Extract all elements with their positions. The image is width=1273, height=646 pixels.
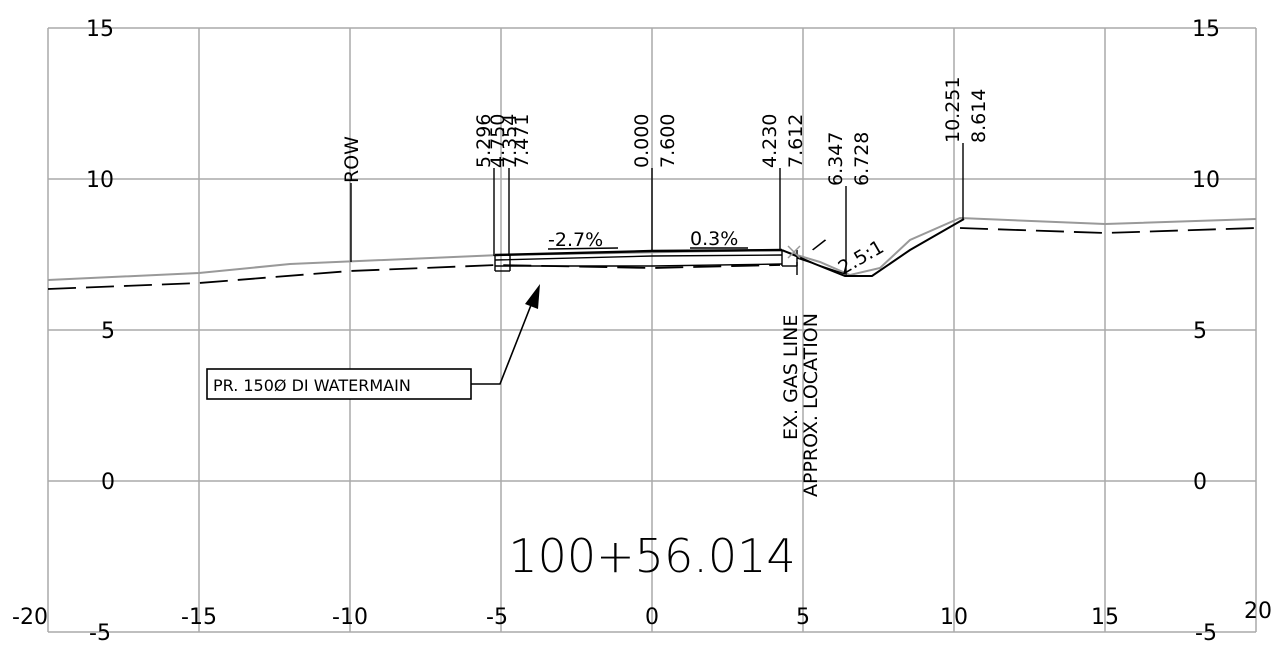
grid [47, 27, 1257, 633]
arrowhead-icon [525, 284, 540, 309]
callout-elev: 7.612 [785, 114, 807, 168]
x-tick-label: 0 [645, 605, 659, 630]
callout-elev: 7.471 [511, 114, 533, 168]
callout-offset: 10.251 [942, 77, 964, 143]
station-label: 100+56.014 [508, 529, 795, 583]
watermain-callout: PR. 150Ø DI WATERMAIN [206, 284, 540, 400]
y-tick-label: -5 [89, 621, 111, 646]
callout-elev: 6.728 [851, 132, 873, 186]
row-marker: ROW [341, 136, 363, 262]
callout-4230: 4.230 7.612 [759, 114, 807, 250]
callout-offset: 6.347 [825, 132, 847, 186]
callout-6347: 6.347 6.728 [825, 132, 873, 275]
callout-4750: 4.750 7.354 7.471 [487, 114, 533, 256]
x-tick-label: -20 [12, 605, 48, 630]
subgrade-dashed-line-right [959, 227, 1257, 234]
x-tick-label: 10 [940, 605, 968, 630]
x-axis-labels: -20 -15 -10 -5 0 5 10 15 20 [12, 599, 1272, 630]
grade-labels: -2.7% 0.3% [547, 228, 748, 251]
y-tick-label: -5 [1195, 621, 1217, 646]
gas-line-location-label: APPROX. LOCATION [800, 313, 822, 497]
ditch-profile-shoulder [796, 257, 846, 275]
callout-offset: 5.296 [473, 114, 495, 168]
x-tick-label: -5 [486, 605, 508, 630]
y-tick-label: 15 [1192, 17, 1220, 42]
y-axis-labels-right: 15 10 5 0 -5 [1192, 17, 1220, 646]
gas-line-marker-icon [787, 245, 801, 259]
callout-elev: 8.614 [968, 89, 990, 143]
callout-offset: 4.230 [759, 114, 781, 168]
subgrade-dashed-line [47, 264, 781, 290]
slope-tick: / [810, 234, 828, 256]
x-tick-label: -10 [332, 605, 368, 630]
y-tick-label: 15 [86, 17, 114, 42]
callout-elev: 7.354 [499, 114, 521, 168]
y-tick-label: 10 [86, 168, 114, 193]
callout-10251: 10.251 8.614 [942, 77, 990, 219]
callout-0000: 0.000 7.600 [631, 114, 679, 251]
y-tick-label: 0 [1193, 470, 1207, 495]
existing-ground-line [47, 216, 1257, 281]
row-label: ROW [341, 136, 363, 183]
y-tick-label: 5 [101, 319, 115, 344]
gas-line-label: EX. GAS LINE [780, 315, 802, 440]
watermain-label: PR. 150Ø DI WATERMAIN [213, 376, 411, 395]
y-tick-label: 0 [101, 470, 115, 495]
y-tick-label: 10 [1192, 168, 1220, 193]
grid-horizontal-lines [48, 27, 1256, 633]
gas-line-note: EX. GAS LINE APPROX. LOCATION [780, 262, 822, 497]
grade-label-right: 0.3% [690, 228, 738, 250]
callout-offset: 0.000 [631, 114, 653, 168]
x-tick-label: -15 [181, 605, 217, 630]
x-tick-label: 20 [1244, 599, 1272, 624]
callout-elev: 7.600 [657, 114, 679, 168]
grade-label-left: -2.7% [548, 229, 603, 251]
callout-5296: 5.296 [473, 114, 495, 256]
y-axis-labels-left: 15 10 5 0 -5 [86, 17, 115, 646]
x-tick-label: 15 [1091, 605, 1119, 630]
watermain-label-box [206, 368, 472, 400]
y-tick-label: 5 [1193, 319, 1207, 344]
callout-offset: 4.750 [487, 114, 509, 168]
x-tick-label: 5 [796, 605, 810, 630]
